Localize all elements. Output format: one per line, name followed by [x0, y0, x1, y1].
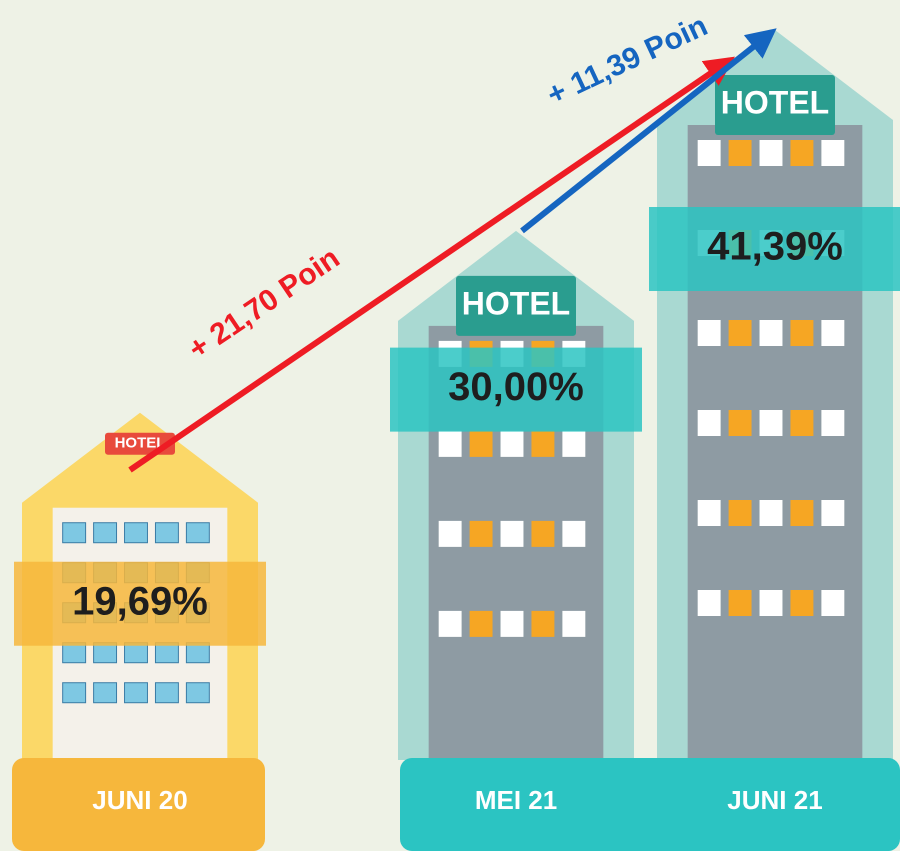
window: [821, 410, 845, 436]
window: [531, 610, 555, 637]
window: [728, 140, 752, 166]
window: [185, 682, 210, 704]
window: [790, 500, 814, 526]
window: [124, 522, 148, 544]
value-label: 30,00%: [448, 365, 584, 409]
window: [562, 520, 586, 547]
window: [185, 522, 210, 544]
window: [697, 500, 721, 526]
window: [438, 430, 462, 457]
window: [500, 610, 524, 637]
window: [759, 410, 783, 436]
window: [154, 682, 179, 704]
window: [697, 590, 721, 616]
window: [469, 610, 493, 637]
window: [728, 320, 752, 346]
window: [154, 522, 179, 544]
hotel-sign: [715, 75, 835, 135]
hotel-sign-text: HOTEL: [115, 435, 166, 452]
window: [821, 590, 845, 616]
window: [438, 610, 462, 637]
arrow: [520, 28, 777, 234]
window: [697, 320, 721, 346]
window: [438, 520, 462, 547]
window: [500, 430, 524, 457]
category-label: JUNI 20: [92, 785, 187, 815]
window: [697, 410, 721, 436]
window: [728, 410, 752, 436]
annotation: + 21,70 Poin: [183, 241, 346, 366]
arrow: [128, 56, 735, 473]
window: [790, 410, 814, 436]
window: [759, 320, 783, 346]
window: [124, 682, 148, 704]
window: [697, 140, 721, 166]
window: [93, 522, 118, 544]
value-label-box: [14, 561, 266, 646]
window: [531, 520, 555, 547]
category-label: JUNI 21: [727, 785, 822, 815]
window: [562, 610, 586, 637]
window: [790, 140, 814, 166]
hotel-sign-text: HOTEL: [721, 84, 829, 120]
value-label-box: [649, 207, 900, 291]
window: [790, 320, 814, 346]
window: [469, 520, 493, 547]
window: [62, 522, 87, 544]
value-label: 19,69%: [72, 579, 208, 623]
hotel-sign-text: HOTEL: [462, 285, 570, 321]
window: [821, 320, 845, 346]
window: [93, 682, 118, 704]
window: [821, 500, 845, 526]
window: [728, 500, 752, 526]
window: [759, 140, 783, 166]
window: [469, 430, 493, 457]
window: [728, 590, 752, 616]
window: [790, 590, 814, 616]
value-label-box: [390, 347, 642, 432]
window: [500, 520, 524, 547]
window: [759, 500, 783, 526]
category-box: [12, 758, 265, 851]
window: [562, 430, 586, 457]
window: [62, 682, 87, 704]
window: [531, 430, 555, 457]
value-label: 41,39%: [707, 225, 843, 269]
category-label: MEI 21: [475, 785, 557, 815]
hotel-sign: [456, 275, 576, 336]
category-box: [400, 758, 900, 851]
window: [759, 590, 783, 616]
window: [821, 140, 845, 166]
